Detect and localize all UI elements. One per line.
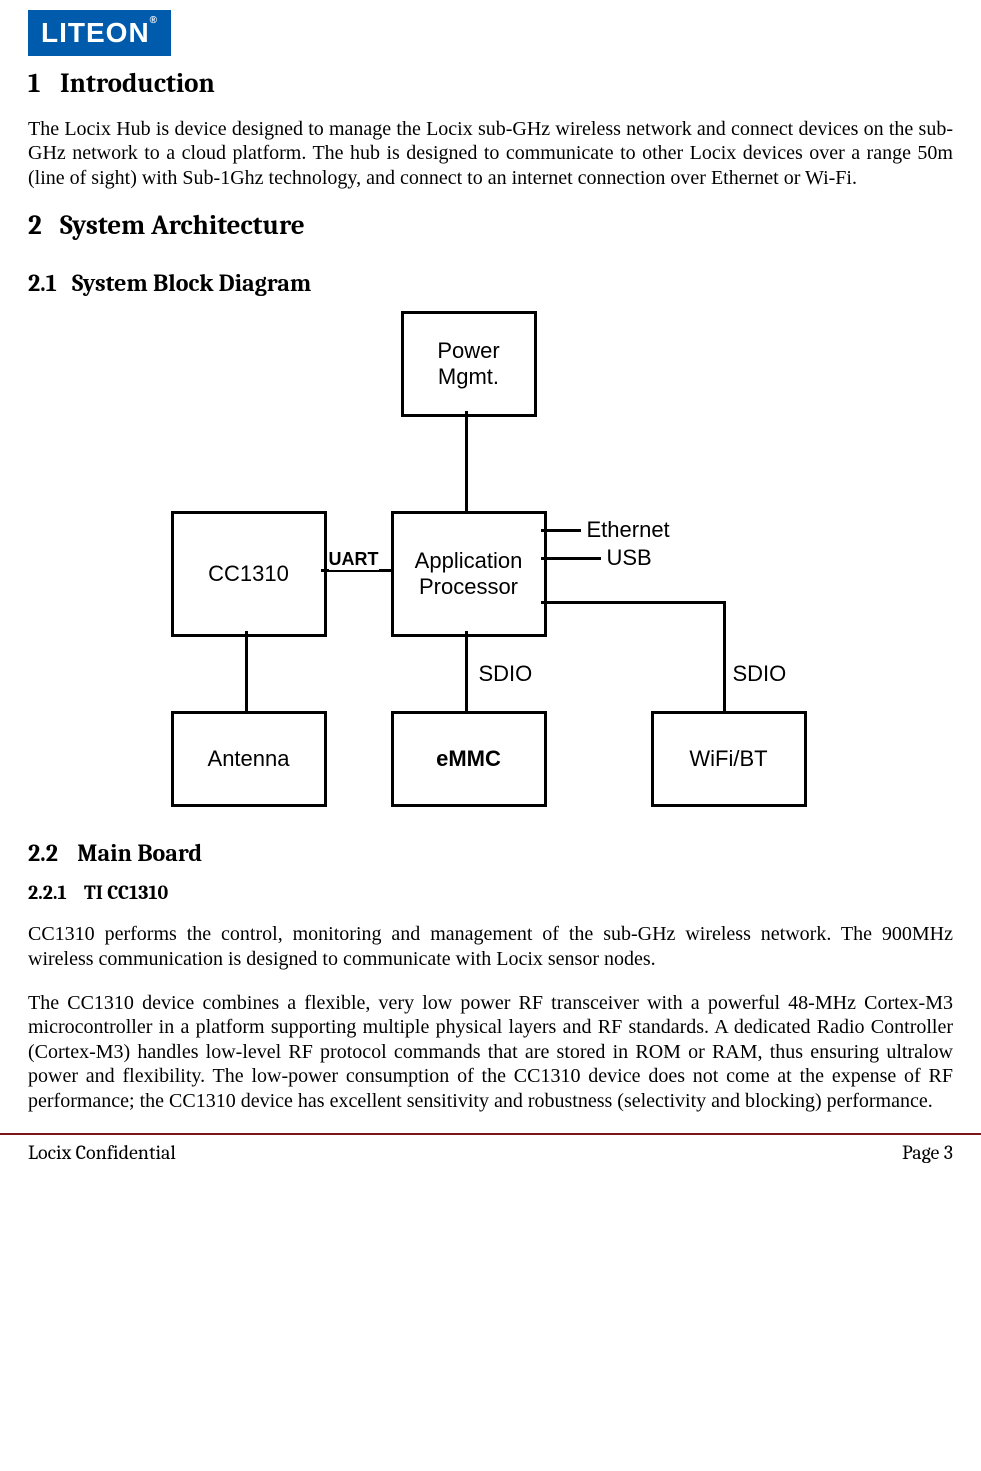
footer-right: Page 3 [902,1141,953,1164]
logo-text: LITEON [41,17,150,48]
diagram-edge [465,411,468,511]
diagram-label-sdio1: SDIO [479,661,533,687]
diagram-label-ethernet: Ethernet [587,517,670,543]
diagram-edge [541,529,581,532]
diagram-node-antenna: Antenna [171,711,327,807]
diagram-node-app: ApplicationProcessor [391,511,547,637]
diagram-node-wifi: WiFi/BT [651,711,807,807]
diagram-edge [723,601,726,711]
diagram-label-usb: USB [607,545,652,571]
heading-num: 2.1 [28,269,72,297]
heading-title: System Architecture [60,210,305,241]
cc1310-paragraph-2: The CC1310 device combines a flexible, v… [28,991,953,1113]
heading-title: Main Board [72,839,202,867]
diagram-node-power: PowerMgmt. [401,311,537,417]
heading-title: System Block Diagram [72,269,311,297]
heading-2-sysarch: 2System Architecture [28,210,953,241]
heading-num: 2 [28,210,60,241]
intro-paragraph: The Locix Hub is device designed to mana… [28,117,953,190]
diagram-node-emmc: eMMC [391,711,547,807]
heading-title: Introduction [60,68,215,99]
heading-title: TI CC1310 [84,881,168,904]
heading-num: 2.2 [28,839,72,867]
diagram-edge [245,631,248,711]
heading-num: 1 [28,68,60,99]
logo-reg: ® [150,15,158,26]
brand-logo: LITEON® [28,10,171,56]
footer-left: Locix Confidential [28,1141,176,1164]
cc1310-paragraph-1: CC1310 performs the control, monitoring … [28,922,953,971]
heading-1-introduction: 1Introduction [28,68,953,99]
diagram-node-cc1310: CC1310 [171,511,327,637]
heading-num: 2.2.1 [28,881,84,904]
diagram-label-sdio2: SDIO [733,661,787,687]
block-diagram: PowerMgmt. CC1310 ApplicationProcessor Ante… [28,311,953,811]
page-footer: Locix Confidential Page 3 [0,1135,981,1188]
heading-2-1-block-diagram: 2.1System Block Diagram [28,269,953,297]
diagram-edge [541,601,726,604]
heading-2-2-1-cc1310: 2.2.1TI CC1310 [28,881,953,904]
diagram-label-uart: UART [329,549,379,570]
diagram-edge [465,631,468,711]
diagram-edge [541,557,601,560]
heading-2-2-main-board: 2.2 Main Board [28,839,953,867]
